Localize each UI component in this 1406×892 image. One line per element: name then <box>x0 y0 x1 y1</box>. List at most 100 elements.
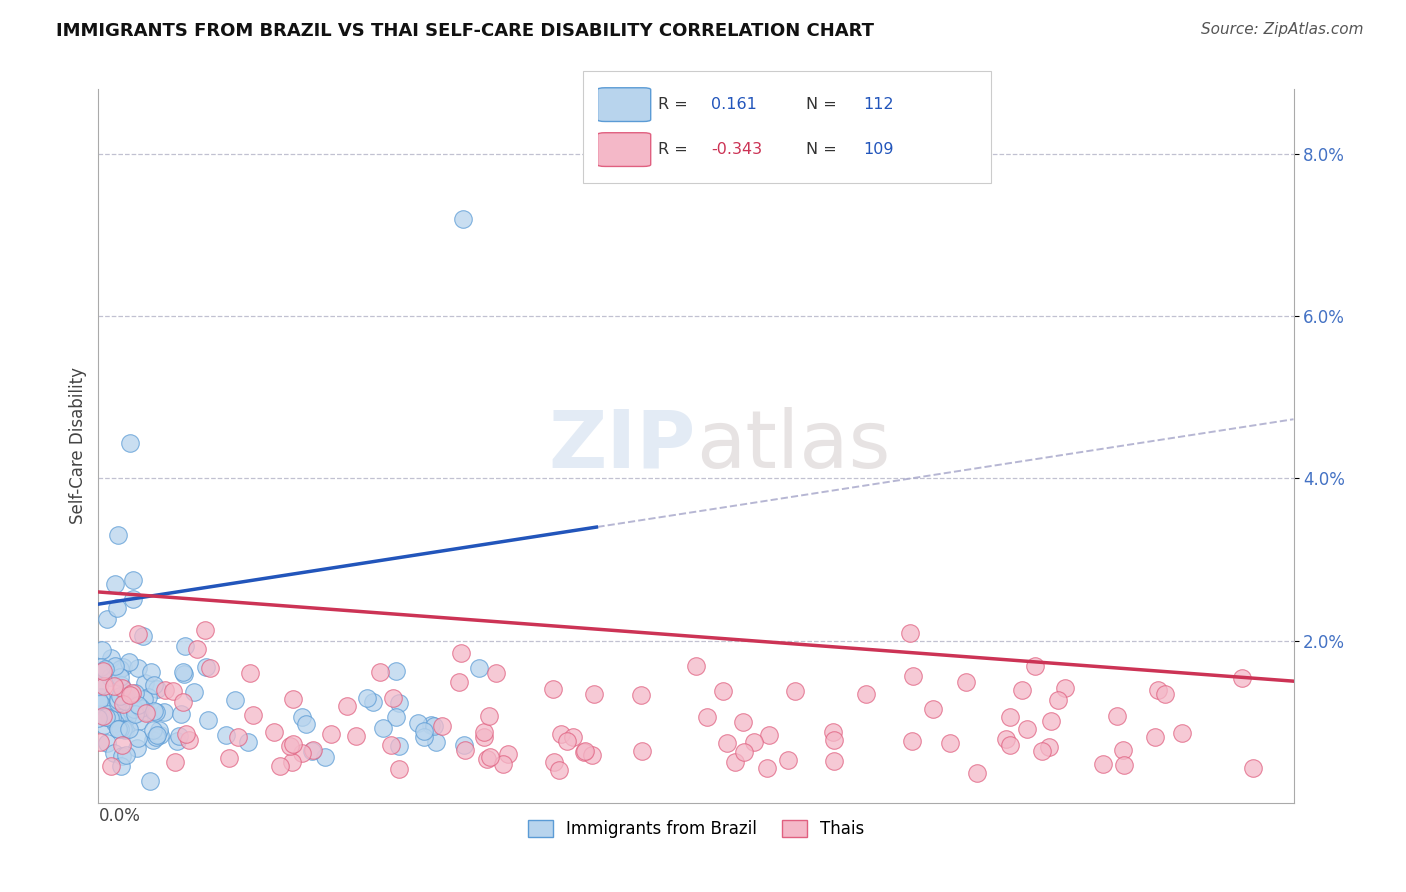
Point <box>114 689 136 703</box>
Point <box>226 731 249 745</box>
Point <box>146 728 169 742</box>
Text: 0.161: 0.161 <box>711 97 758 112</box>
Point <box>90 690 112 704</box>
Point <box>1024 659 1046 673</box>
Point <box>139 774 162 789</box>
Point <box>90 659 112 673</box>
Point <box>87 679 110 693</box>
Point <box>127 627 149 641</box>
FancyBboxPatch shape <box>598 87 651 121</box>
Point <box>543 755 565 769</box>
Point <box>197 713 219 727</box>
Y-axis label: Self-Care Disability: Self-Care Disability <box>69 368 87 524</box>
Text: 109: 109 <box>863 142 894 157</box>
Point <box>1011 682 1033 697</box>
Point <box>413 731 436 745</box>
Point <box>122 573 145 587</box>
Point <box>101 710 124 724</box>
Point <box>582 687 605 701</box>
Point <box>484 665 506 680</box>
Point <box>167 729 190 743</box>
Point <box>120 703 142 717</box>
Point <box>90 691 112 706</box>
Text: atlas: atlas <box>696 407 890 485</box>
Point <box>93 717 115 731</box>
Point <box>115 747 138 762</box>
Point <box>1230 671 1253 685</box>
Text: IMMIGRANTS FROM BRAZIL VS THAI SELF-CARE DISABILITY CORRELATION CHART: IMMIGRANTS FROM BRAZIL VS THAI SELF-CARE… <box>56 22 875 40</box>
Point <box>143 678 166 692</box>
Point <box>783 684 806 698</box>
Point <box>111 681 134 696</box>
Point <box>128 714 150 728</box>
Point <box>97 706 120 721</box>
Point <box>450 646 472 660</box>
Point <box>922 702 945 716</box>
Point <box>135 706 157 721</box>
Point <box>492 757 515 772</box>
Point <box>1091 756 1114 771</box>
Point <box>1015 723 1038 737</box>
Point <box>115 710 138 724</box>
Point <box>200 661 222 675</box>
Point <box>142 733 165 747</box>
Point <box>388 762 411 776</box>
Point <box>146 681 169 696</box>
Text: R =: R = <box>658 97 688 112</box>
Point <box>91 709 114 723</box>
Point <box>696 709 718 723</box>
Point <box>162 684 184 698</box>
Point <box>1171 725 1194 739</box>
Point <box>302 743 325 757</box>
Point <box>898 626 921 640</box>
Point <box>453 738 475 752</box>
Point <box>685 659 707 673</box>
Point <box>631 744 654 758</box>
Point <box>134 675 156 690</box>
Point <box>111 748 134 763</box>
Point <box>132 692 155 706</box>
Point <box>1241 761 1264 775</box>
Point <box>89 735 111 749</box>
Point <box>425 735 447 749</box>
Point <box>127 731 149 745</box>
Point <box>142 723 165 737</box>
Point <box>474 725 496 739</box>
Point <box>132 629 155 643</box>
Point <box>581 747 603 762</box>
Point <box>110 678 132 692</box>
Point <box>148 723 170 737</box>
Point <box>114 723 136 737</box>
Point <box>103 746 125 760</box>
Point <box>104 712 127 726</box>
Point <box>758 728 780 742</box>
Point <box>711 684 734 698</box>
Point <box>98 670 121 684</box>
Point <box>177 733 200 747</box>
Point <box>995 731 1018 746</box>
Point <box>110 722 132 736</box>
Point <box>295 716 318 731</box>
Point <box>823 755 845 769</box>
Point <box>291 747 314 761</box>
Point <box>716 736 738 750</box>
Point <box>420 718 443 732</box>
Point <box>107 722 129 736</box>
Point <box>472 730 495 744</box>
Point <box>239 666 262 681</box>
Point <box>385 665 408 679</box>
Point <box>382 691 405 706</box>
Point <box>107 528 129 542</box>
Point <box>100 758 122 772</box>
Point <box>94 710 117 724</box>
Point <box>87 711 110 725</box>
Text: 0.0%: 0.0% <box>98 807 141 825</box>
Point <box>823 724 845 739</box>
Point <box>194 660 217 674</box>
Point <box>236 735 259 749</box>
Point <box>422 719 444 733</box>
Point <box>112 705 135 719</box>
Point <box>104 659 127 673</box>
Point <box>1038 739 1060 754</box>
Point <box>1147 683 1170 698</box>
